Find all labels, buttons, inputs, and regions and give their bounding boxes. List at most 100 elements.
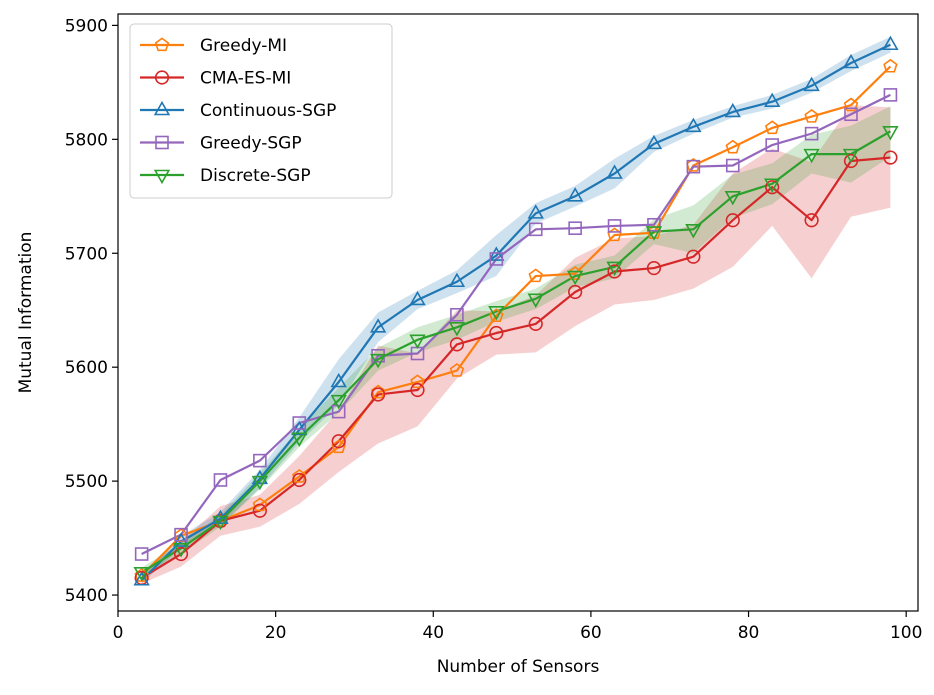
x-tick-label: 40: [422, 623, 444, 643]
legend-label: CMA-ES-MI: [200, 69, 291, 89]
y-tick-label: 5700: [65, 244, 108, 264]
discrete-sgp-point: [488, 306, 505, 321]
continuous-sgp-point: [645, 134, 663, 150]
plot-frame: [117, 13, 919, 612]
y-tick-label: 5500: [65, 472, 108, 492]
greedy-sgp-point: [253, 453, 267, 468]
cma-es-mi-point: [370, 387, 386, 402]
x-tick-label: 20: [265, 623, 287, 643]
y-tick-label: 5900: [65, 16, 108, 36]
legend-label: Continuous-SGP: [200, 101, 336, 121]
greedy-sgp-point: [292, 416, 307, 430]
greedy-sgp-point: [174, 527, 188, 542]
greedy-mi-point: [528, 268, 543, 283]
discrete-sgp-point: [764, 178, 781, 193]
greedy-sgp-point: [331, 404, 346, 419]
cma-es-mi-line: [141, 156, 891, 579]
greedy-sgp-point: [568, 221, 582, 235]
discrete-sgp-point: [291, 432, 308, 447]
continuous-sgp-point: [527, 204, 544, 219]
continuous-sgp-point: [803, 76, 820, 92]
cma-es-mi-point: [410, 382, 425, 398]
continuous-sgp-point: [606, 164, 623, 179]
legend-marker: [154, 37, 170, 52]
y-tick-label: 5400: [65, 586, 108, 606]
discrete-sgp-point: [369, 353, 387, 369]
continuous-sgp-point: [566, 187, 584, 202]
continuous-sgp-point: [724, 102, 741, 118]
confidence-bands: [141, 36, 891, 584]
greedy-mi-point: [883, 58, 898, 73]
greedy-sgp-point: [883, 88, 898, 102]
discrete-sgp-point: [803, 148, 820, 164]
discrete-sgp-point: [212, 515, 229, 531]
greedy-mi-point: [804, 108, 819, 123]
cma-es-mi-point: [686, 249, 701, 264]
greedy-mi-point: [725, 139, 740, 154]
greedy-mi-line: [140, 65, 892, 577]
x-axis: 0 20 40 60 80 100: [113, 611, 922, 643]
series-markers: [133, 35, 899, 586]
discrete-sgp-point: [172, 543, 190, 558]
greedy-sgp-point: [725, 158, 740, 173]
discrete-sgp-point: [448, 322, 466, 337]
greedy-sgp-point: [489, 252, 504, 266]
continuous-sgp-point: [842, 53, 860, 69]
legend-marker: [153, 169, 171, 185]
cma-es-mi-point: [646, 260, 662, 276]
greedy-sgp-point: [686, 159, 701, 174]
legend-box: [129, 23, 393, 199]
y-axis-label: Mutual Information: [16, 232, 36, 394]
discrete-sgp-point: [724, 190, 741, 206]
cma-es-mi-band: [141, 105, 891, 584]
y-tick-label: 5600: [65, 358, 108, 378]
greedy-mi-point: [292, 468, 307, 483]
greedy-mi-point: [252, 497, 268, 512]
cma-es-mi-point: [607, 264, 622, 279]
discrete-sgp-point: [527, 293, 544, 308]
legend-marker: [153, 100, 171, 116]
greedy-mi-point: [843, 97, 859, 112]
greedy-sgp-point: [765, 138, 779, 152]
cma-es-mi-point: [883, 150, 898, 165]
greedy-mi-point: [410, 374, 425, 389]
greedy-sgp-point: [134, 547, 149, 561]
greedy-sgp-point: [844, 107, 858, 122]
continuous-sgp-point: [330, 372, 347, 388]
cma-es-mi-point: [843, 153, 859, 169]
legend-marker: [155, 135, 169, 150]
continuous-sgp-point: [409, 290, 426, 306]
discrete-sgp-point: [882, 126, 899, 141]
cma-es-mi-point: [765, 180, 780, 195]
continuous-sgp-point: [448, 272, 466, 288]
continuous-sgp-point: [133, 571, 150, 586]
discrete-sgp-point: [842, 148, 860, 164]
cma-es-mi-point: [568, 284, 583, 300]
x-axis-label: Number of Sensors: [437, 657, 600, 677]
discrete-sgp-point: [251, 475, 269, 491]
discrete-sgp-band: [141, 106, 891, 577]
cma-es-mi-point: [725, 213, 740, 228]
cma-es-mi-point: [528, 316, 543, 331]
greedy-sgp-point: [450, 307, 464, 322]
greedy-sgp-point: [213, 473, 228, 487]
x-tick-label: 60: [580, 623, 602, 643]
continuous-sgp-point: [882, 35, 899, 51]
greedy-sgp-point: [804, 126, 819, 141]
continuous-sgp-point: [685, 117, 702, 133]
discrete-sgp-point: [133, 566, 150, 582]
cma-es-mi-point: [331, 434, 346, 449]
greedy-mi-point: [370, 384, 386, 399]
legend-label: Greedy-MI: [200, 36, 287, 56]
x-tick-label: 100: [890, 623, 922, 643]
greedy-sgp-point: [647, 217, 661, 232]
y-axis: 5400 5500 5600 5700 5800 5900: [65, 16, 118, 606]
discrete-sgp-point: [330, 394, 347, 410]
cma-es-mi-point: [292, 472, 307, 488]
greedy-mi-point: [489, 308, 504, 323]
cma-es-mi-point: [804, 213, 819, 228]
continuous-sgp-point: [764, 92, 781, 108]
discrete-sgp-point: [566, 270, 584, 286]
x-tick-label: 0: [113, 623, 124, 643]
